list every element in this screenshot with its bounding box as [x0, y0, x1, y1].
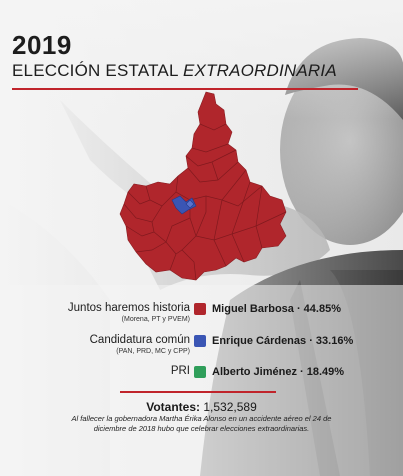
- title-rule: [12, 88, 358, 90]
- swatch-blue: [194, 335, 206, 347]
- year-heading: 2019: [12, 30, 72, 60]
- candidate-result: Enrique Cárdenas · 33.16%: [212, 335, 354, 347]
- legend-coalition: Candidatura común (PAN, PRD, MC y CPP): [90, 334, 190, 356]
- title-main: ELECCIÓN ESTATAL: [12, 61, 178, 80]
- swatch-green: [194, 366, 206, 378]
- legend-coalition: Juntos haremos historia (Morena, PT y PV…: [68, 302, 190, 324]
- votes-label: Votantes:: [146, 400, 201, 414]
- map-regions-blue: [171, 195, 197, 215]
- map-regions-red: [119, 91, 287, 281]
- footnote: Al fallecer la gobernadora Martha Érika …: [71, 414, 332, 433]
- title-italic: EXTRAORDINARIA: [182, 61, 337, 80]
- voter-count: Votantes: 1,532,589: [0, 400, 403, 414]
- legend-row-pan: Candidatura común (PAN, PRD, MC y CPP) E…: [0, 334, 403, 356]
- coalition-name: Candidatura común: [89, 334, 190, 346]
- coalition-name: PRI: [170, 365, 190, 377]
- municipal-borders: [123, 123, 287, 281]
- votes-value: 1,532,589: [203, 400, 257, 414]
- election-title: ELECCIÓN ESTATAL EXTRAORDINARIA: [12, 61, 337, 81]
- candidate-result: Miguel Barbosa · 44.85%: [212, 303, 341, 315]
- legend-row-morena: Juntos haremos historia (Morena, PT y PV…: [0, 302, 403, 324]
- coalition-parties: (Morena, PT y PVEM): [121, 316, 190, 323]
- swatch-red: [194, 303, 206, 315]
- candidate-result: Alberto Jiménez · 18.49%: [212, 366, 345, 378]
- coalition-parties: (PAN, PRD, MC y CPP): [116, 348, 190, 355]
- legend-row-pri: PRI Alberto Jiménez · 18.49%: [0, 365, 403, 385]
- footer-rule: [120, 391, 276, 393]
- legend-coalition: PRI: [171, 365, 190, 378]
- coalition-name: Juntos haremos historia: [67, 302, 190, 314]
